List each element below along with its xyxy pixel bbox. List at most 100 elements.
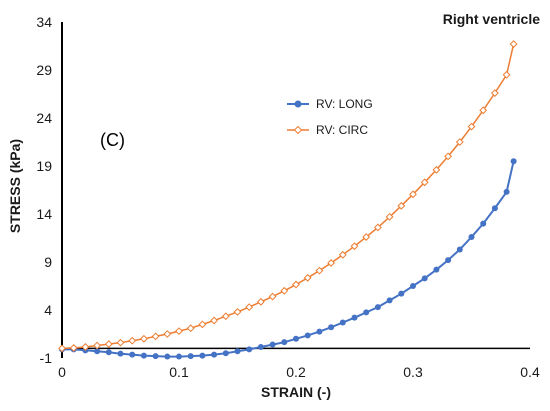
y-tick-label: 19 xyxy=(36,158,52,174)
data-point xyxy=(480,220,487,227)
data-point xyxy=(257,343,264,350)
y-tick-labels: -1 4 9 14 19 24 29 34 xyxy=(36,14,52,366)
data-point xyxy=(268,292,277,301)
data-point xyxy=(151,332,160,341)
data-point xyxy=(502,70,511,79)
data-point xyxy=(433,266,440,273)
data-point xyxy=(152,353,159,360)
data-point xyxy=(256,297,265,306)
y-tick-label: 29 xyxy=(36,62,52,78)
data-point xyxy=(187,353,194,360)
data-point xyxy=(105,349,112,356)
y-tick-label: 9 xyxy=(44,254,52,270)
data-point xyxy=(455,138,464,146)
data-point xyxy=(175,327,183,336)
data-point xyxy=(186,324,195,333)
x-tick-labels: 0 0.1 0.2 0.3 0.4 xyxy=(58,364,540,380)
y-tick-label: 14 xyxy=(36,206,52,222)
data-point xyxy=(233,308,242,316)
data-point xyxy=(386,297,393,304)
data-point xyxy=(280,286,289,295)
y-tick-label: 4 xyxy=(44,302,52,318)
data-point xyxy=(385,212,394,221)
data-point xyxy=(420,178,429,187)
data-point xyxy=(328,324,335,331)
data-point xyxy=(246,346,253,353)
x-tick-label: 0.1 xyxy=(169,364,189,380)
data-point xyxy=(281,339,288,346)
data-point xyxy=(316,328,323,335)
data-point xyxy=(222,350,229,357)
x-tick-label: 0 xyxy=(58,364,66,380)
data-point xyxy=(245,303,254,312)
data-point xyxy=(176,353,182,360)
data-point xyxy=(339,319,346,326)
series-circ xyxy=(58,40,518,353)
legend-marker-long xyxy=(294,100,302,108)
data-point xyxy=(444,152,453,161)
data-point xyxy=(198,320,207,329)
data-point xyxy=(140,352,147,359)
series-line xyxy=(61,43,515,350)
data-point xyxy=(456,246,463,253)
data-point xyxy=(315,266,324,275)
y-tick-label: 24 xyxy=(36,110,52,126)
data-point xyxy=(69,344,78,352)
data-point xyxy=(199,352,206,359)
data-point xyxy=(503,188,510,195)
legend-label-circ: RV: CIRC xyxy=(316,123,368,137)
data-point xyxy=(467,122,476,131)
data-point xyxy=(491,205,498,212)
data-point xyxy=(94,348,101,355)
data-point xyxy=(445,257,452,264)
data-point xyxy=(432,165,441,174)
data-point xyxy=(116,338,125,347)
data-point xyxy=(351,314,358,321)
series-long xyxy=(59,158,517,360)
data-point xyxy=(410,283,416,289)
y-axis-title: STRESS (kPa) xyxy=(7,139,23,233)
data-point xyxy=(293,335,299,342)
data-point xyxy=(409,190,417,199)
data-point xyxy=(509,40,518,48)
legend-item-long: RV: LONG xyxy=(287,97,373,111)
data-point xyxy=(350,242,359,251)
data-point xyxy=(58,344,66,353)
data-point xyxy=(303,273,312,282)
x-axis-title: STRAIN (-) xyxy=(261,384,331,400)
data-point xyxy=(338,250,347,259)
panel-label: (C) xyxy=(100,130,125,150)
data-point xyxy=(211,351,218,358)
data-point xyxy=(363,309,370,316)
data-point xyxy=(129,351,136,358)
data-point xyxy=(210,316,219,325)
data-point xyxy=(304,332,311,339)
series-line xyxy=(62,160,515,358)
y-tick-label: 34 xyxy=(36,14,52,30)
data-point xyxy=(292,280,300,289)
data-point xyxy=(373,223,382,232)
data-point xyxy=(421,275,428,282)
legend-label-long: RV: LONG xyxy=(316,97,373,111)
data-point xyxy=(139,334,148,343)
series-layer xyxy=(58,40,518,360)
legend: RV: LONG RV: CIRC xyxy=(287,97,373,137)
chart-title: Right ventricle xyxy=(443,11,540,27)
data-point xyxy=(164,353,171,360)
data-point xyxy=(269,341,276,348)
data-point xyxy=(468,234,475,241)
data-point xyxy=(510,158,517,165)
data-point xyxy=(490,89,499,97)
y-tick-label: -1 xyxy=(40,350,53,366)
data-point xyxy=(221,312,230,321)
x-tick-label: 0.3 xyxy=(403,364,423,380)
x-tick-label: 0.4 xyxy=(520,364,540,380)
data-point xyxy=(327,259,336,267)
data-point xyxy=(81,343,90,351)
data-point xyxy=(93,341,102,350)
data-point xyxy=(398,290,405,297)
data-point xyxy=(104,340,113,348)
data-point xyxy=(234,348,241,355)
